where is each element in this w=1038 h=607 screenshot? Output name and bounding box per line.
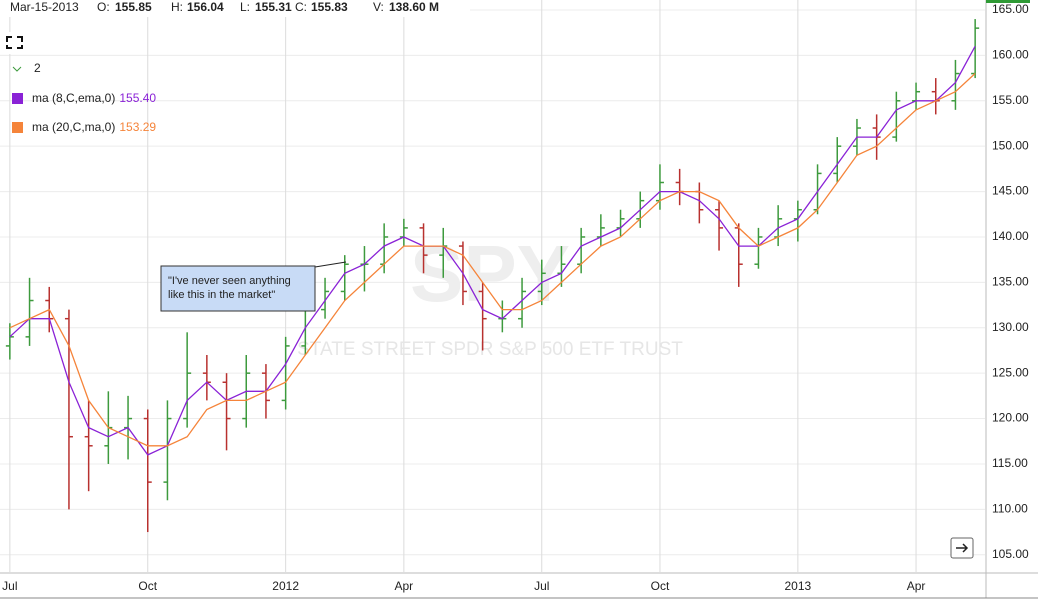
legend-count: 2 xyxy=(34,61,41,75)
y-tick-label: 165.00 xyxy=(992,2,1029,16)
expand-button[interactable] xyxy=(2,32,26,54)
header-value: 155.31 xyxy=(255,0,292,14)
annotation: "I've never seen anything like this in th… xyxy=(160,261,347,312)
legend-value: 153.29 xyxy=(119,120,156,134)
legend-value: 155.40 xyxy=(119,91,156,105)
annotation-text: "I've never seen anything like this in th… xyxy=(168,275,291,301)
legend: ma (8,C,ema,0) 155.40 ma (20,C,ma,0) 153.29 xyxy=(12,91,156,134)
y-tick-label: 135.00 xyxy=(992,275,1029,289)
header-value: 156.04 xyxy=(187,0,224,14)
x-tick-label: Oct xyxy=(138,579,157,593)
y-tick-label: 105.00 xyxy=(992,547,1029,561)
legend-name: ma (20,C,ma,0) xyxy=(32,120,115,134)
header-label: H: xyxy=(171,0,183,14)
header-date: Mar-15-2013 xyxy=(10,0,79,14)
watermark-symbol: SPY xyxy=(410,229,570,318)
y-tick-label: 110.00 xyxy=(992,502,1028,516)
ma-line xyxy=(9,45,976,456)
header-label: V: xyxy=(373,0,384,14)
x-tick-label: 2012 xyxy=(272,579,299,593)
plot xyxy=(5,19,980,533)
header-value: 155.83 xyxy=(311,0,348,14)
y-tick-label: 150.00 xyxy=(992,138,1029,152)
header-label: C: xyxy=(295,0,307,14)
x-tick-label: Jul xyxy=(534,579,549,593)
y-tick-label: 160.00 xyxy=(992,48,1029,62)
watermark-name: STATE STREET SPDR S&P 500 ETF TRUST xyxy=(297,339,683,360)
header-bg xyxy=(0,0,470,17)
y-tick-label: 140.00 xyxy=(992,229,1029,243)
ma-line xyxy=(9,73,976,447)
x-tick-label: Apr xyxy=(395,579,414,593)
x-tick-label: Jul xyxy=(2,579,17,593)
legend-toggle[interactable] xyxy=(12,66,22,72)
y-tick-label: 115.00 xyxy=(992,456,1028,470)
x-tick-label: 2013 xyxy=(784,579,811,593)
y-tick-label: 125.00 xyxy=(992,365,1029,379)
price-marker xyxy=(986,0,1030,3)
header-label: L: xyxy=(240,0,250,14)
legend-name: ma (8,C,ema,0) xyxy=(32,91,115,105)
y-tick-label: 120.00 xyxy=(992,411,1029,425)
x-tick-label: Apr xyxy=(907,579,926,593)
header-value: 138.60 M xyxy=(389,0,439,14)
legend-swatch xyxy=(12,122,23,133)
y-tick-label: 145.00 xyxy=(992,184,1029,198)
header-value: 155.85 xyxy=(115,0,152,14)
scroll-button[interactable] xyxy=(950,537,974,559)
header-label: O: xyxy=(97,0,110,14)
y-tick-label: 130.00 xyxy=(992,320,1029,334)
legend-swatch xyxy=(12,93,23,104)
x-tick-label: Oct xyxy=(651,579,670,593)
y-tick-label: 155.00 xyxy=(992,93,1029,107)
